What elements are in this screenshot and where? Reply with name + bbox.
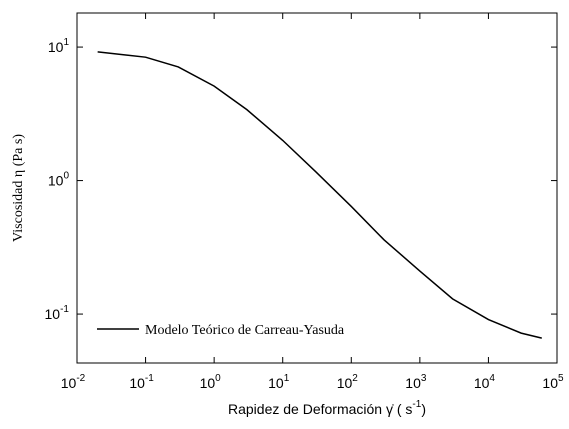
tick-base: 10 [474,375,490,391]
tick-exponent: -1 [145,373,154,384]
x-axis-label-end: ) [421,401,426,417]
tick-label: 104 [474,373,496,391]
tick-base: 10 [129,375,145,391]
tick-label: 103 [405,373,427,391]
tick-base: 10 [200,375,216,391]
tick-base: 10 [542,375,558,391]
tick-label: 105 [542,373,564,391]
tick-exponent: 4 [489,373,495,384]
tick-label: 10-1 [129,373,154,391]
tick-label: 10-2 [61,373,86,391]
tick-exponent: 0 [63,171,69,182]
x-axis-label-text: Rapidez de Deformación γ̇ ( s [228,401,412,417]
tick-exponent: 2 [352,373,358,384]
tick-label: 100 [200,373,222,391]
tick-label: 100 [48,171,70,189]
tick-exponent: 0 [215,373,221,384]
plot-frame [76,12,558,364]
tick-base: 10 [405,375,421,391]
tick-label: 101 [48,37,70,55]
tick-exponent: 5 [558,373,564,384]
tick-base: 10 [337,375,353,391]
tick-label: 101 [268,373,290,391]
tick-label: 102 [337,373,359,391]
tick-base: 10 [61,375,77,391]
tick-exponent: 1 [63,37,69,48]
tick-exponent: 1 [284,373,290,384]
tick-label: 10-1 [45,304,70,322]
x-axis-label-sup: -1 [412,399,421,410]
tick-base: 10 [48,173,64,189]
tick-exponent: -2 [76,373,85,384]
tick-base: 10 [45,306,61,322]
tick-exponent: -1 [60,304,69,315]
line-series [97,51,542,339]
x-axis-label: Rapidez de Deformación γ̇ ( s-1) [228,399,426,417]
tick-base: 10 [48,39,64,55]
tick-base: 10 [268,375,284,391]
tick-exponent: 3 [421,373,427,384]
y-axis-label: Viscosidad η (Pa s) [11,134,26,242]
legend-label: Modelo Teórico de Carreau-Yasuda [145,323,345,338]
